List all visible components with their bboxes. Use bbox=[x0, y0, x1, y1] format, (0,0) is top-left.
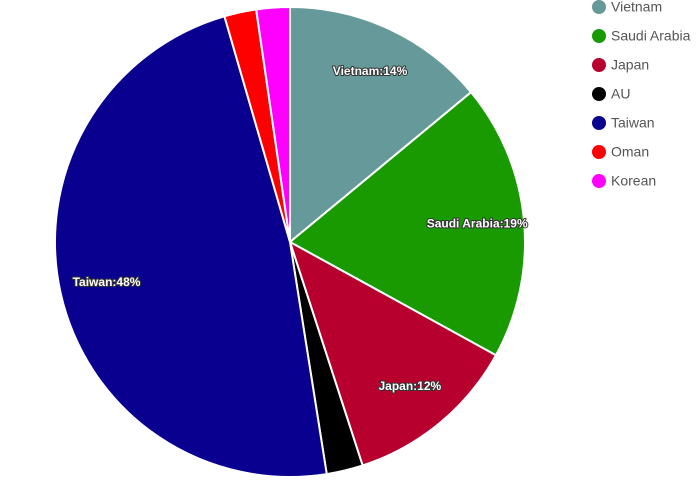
legend-marker bbox=[592, 116, 606, 130]
legend-label: Taiwan bbox=[611, 115, 655, 131]
legend-label: Saudi Arabia bbox=[611, 28, 691, 44]
slice-label: Saudi Arabia:19% bbox=[427, 216, 528, 230]
pie-slice bbox=[289, 5, 473, 245]
slice-label: Japan:12% bbox=[378, 379, 441, 393]
legend-marker bbox=[592, 58, 606, 72]
legend-marker bbox=[592, 87, 606, 101]
slice-label: Vietnam:14% bbox=[333, 64, 408, 78]
pie-slice bbox=[255, 5, 291, 243]
pie-slice bbox=[288, 239, 498, 467]
legend-marker bbox=[592, 29, 606, 43]
legend-marker bbox=[592, 174, 606, 188]
slice-label: Taiwan:48% bbox=[73, 275, 141, 289]
legend-label: AU bbox=[611, 86, 630, 102]
legend-label: Japan bbox=[611, 57, 649, 73]
legend-label: Oman bbox=[611, 144, 649, 160]
pie-slice bbox=[54, 15, 328, 478]
legend-label: Korean bbox=[611, 173, 656, 189]
legend-label: Vietnam bbox=[611, 0, 662, 15]
pie-slice bbox=[288, 90, 526, 357]
legend-marker bbox=[592, 0, 606, 14]
legend-marker bbox=[592, 145, 606, 159]
